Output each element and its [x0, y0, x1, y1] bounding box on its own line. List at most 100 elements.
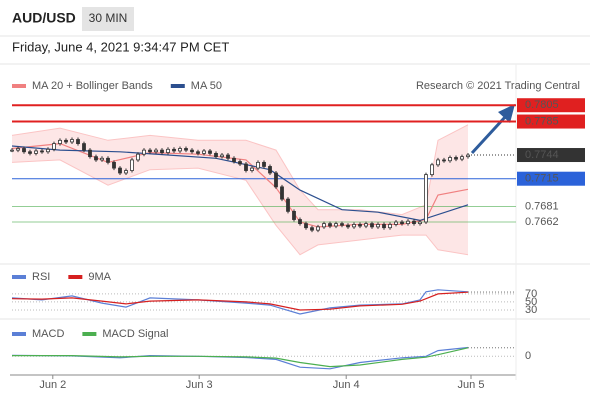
candle: [334, 223, 338, 227]
candle: [412, 220, 416, 225]
candle: [466, 154, 470, 158]
candle: [112, 161, 116, 169]
candle: [238, 161, 242, 165]
legend-swatch: [68, 275, 83, 279]
candle: [418, 221, 422, 225]
candle: [82, 143, 86, 151]
candle: [190, 149, 194, 153]
legend-swatch: [82, 332, 97, 336]
candle: [226, 154, 230, 159]
candle: [244, 163, 248, 171]
candle: [442, 159, 446, 162]
level-box: [517, 148, 585, 163]
candle: [382, 224, 386, 229]
candle: [16, 148, 20, 151]
candle: [106, 157, 110, 163]
y-tick-label: 50: [525, 296, 537, 308]
level-label: 0.7681: [525, 200, 559, 212]
arrow-head: [498, 104, 515, 123]
candle: [328, 223, 332, 227]
candle: [142, 149, 146, 155]
candle: [184, 148, 188, 151]
candle: [202, 150, 206, 154]
candle: [436, 159, 440, 166]
candle: [460, 156, 464, 160]
candle: [64, 139, 68, 143]
candle: [454, 157, 458, 160]
level-label: 0.7662: [525, 216, 559, 228]
datetime: Friday, June 4, 2021 9:34:47 PM CET: [12, 39, 229, 54]
candle: [400, 221, 404, 225]
candle: [310, 227, 314, 231]
annotation: Research © 2021 Trading Central: [416, 80, 580, 92]
candle: [232, 157, 236, 162]
y-tick-label: 30: [525, 304, 537, 316]
candle: [298, 219, 302, 225]
legend-swatch: [170, 84, 185, 88]
candle: [46, 148, 50, 153]
candle: [388, 224, 392, 229]
level-label: 0.7715: [525, 173, 559, 185]
legend-label: MACD: [32, 328, 64, 340]
symbol: AUD/USD: [12, 10, 76, 26]
candle: [376, 224, 380, 228]
candle: [70, 139, 74, 143]
candle: [22, 148, 26, 153]
candle: [406, 220, 410, 225]
candle: [286, 198, 290, 212]
candle: [172, 148, 176, 152]
x-tick-label: Jun 4: [333, 379, 360, 391]
series-line: [11, 291, 469, 311]
legend-label: RSI: [32, 271, 50, 283]
legend-label: MACD Signal: [102, 328, 168, 340]
candle: [340, 223, 344, 226]
candle: [136, 153, 140, 161]
x-tick-label: Jun 2: [39, 379, 66, 391]
level-box: [517, 114, 585, 129]
x-tick-label: Jun 5: [458, 379, 485, 391]
candle: [100, 157, 104, 161]
level-label: 0.7805: [525, 99, 559, 111]
candle: [160, 149, 164, 153]
level-box: [517, 171, 585, 186]
candle: [322, 223, 326, 228]
candle: [94, 156, 98, 161]
candle: [34, 150, 38, 154]
candle: [214, 152, 218, 158]
y-tick-label: 0: [525, 350, 531, 362]
candle: [292, 210, 296, 220]
candle: [58, 139, 62, 144]
candle: [352, 224, 356, 228]
level-label: 0.7785: [525, 115, 559, 127]
candle: [304, 223, 308, 229]
candle: [358, 224, 362, 227]
candle: [448, 157, 452, 162]
candle: [28, 151, 32, 154]
legend-label: 9MA: [88, 271, 111, 283]
legend-swatch: [12, 332, 26, 336]
candle: [280, 186, 284, 200]
series-line: [12, 347, 469, 368]
candle: [262, 161, 266, 167]
candle: [76, 139, 80, 144]
candle: [274, 172, 278, 188]
candle: [364, 223, 368, 227]
timeframe-box: [82, 7, 134, 31]
candle: [178, 148, 182, 152]
candle: [124, 170, 128, 174]
candle: [430, 164, 434, 176]
legend-label: MA 20 + Bollinger Bands: [32, 80, 153, 92]
candle: [268, 166, 272, 174]
bollinger-lower: [11, 159, 469, 256]
candle: [256, 161, 260, 169]
legend-label: MA 50: [191, 80, 222, 92]
candle: [208, 150, 212, 154]
candle: [370, 223, 374, 228]
candle: [196, 151, 200, 154]
candle: [154, 149, 158, 153]
candle: [220, 154, 224, 158]
candle: [40, 150, 44, 153]
level-label: 0.7744: [525, 149, 559, 161]
candle: [118, 167, 122, 174]
